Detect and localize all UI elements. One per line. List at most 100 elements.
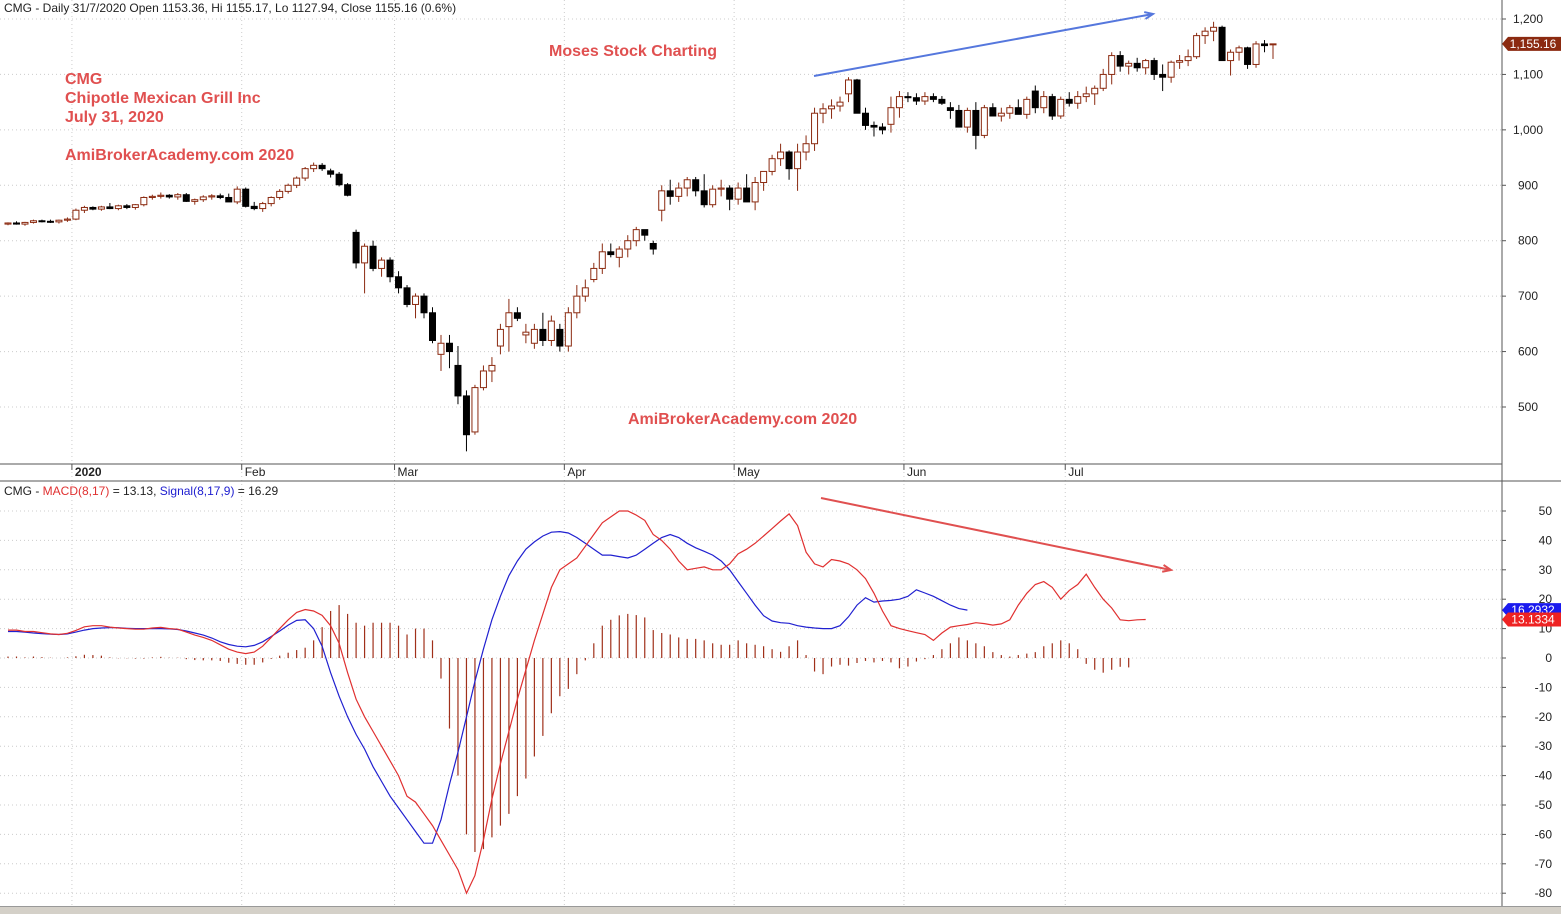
candle-body: [666, 190, 674, 197]
signal-line: [8, 530, 968, 844]
candle-body: [581, 287, 589, 297]
candle-body: [1048, 96, 1056, 117]
candle-body: [250, 205, 258, 210]
macd-value-badge-label: 13.1334: [1511, 612, 1555, 626]
price-tick-label: 600: [1518, 345, 1538, 359]
candle-body: [1031, 90, 1039, 109]
candle-body: [997, 112, 1005, 117]
candle-body: [276, 190, 284, 198]
candle-body: [1201, 30, 1209, 37]
candle-body: [80, 206, 88, 211]
candle-body: [938, 98, 946, 104]
candle-body: [658, 190, 666, 211]
macd-tick-label: 0: [1545, 651, 1552, 665]
candle-body: [216, 195, 224, 198]
candle-body: [55, 219, 63, 223]
candle-body: [853, 79, 861, 114]
candle-body: [29, 220, 37, 223]
candle-body: [1210, 26, 1218, 32]
candle-body: [556, 328, 564, 347]
candle-body: [259, 203, 267, 210]
candle-body: [1142, 60, 1150, 69]
candle-body: [921, 96, 929, 102]
candle-body: [344, 184, 352, 196]
candle-body: [471, 387, 479, 433]
candle-body: [700, 190, 708, 206]
candle-body: [675, 187, 683, 197]
candle-body: [21, 221, 29, 225]
candle-body: [378, 259, 386, 269]
last-price-badge: [1502, 36, 1561, 51]
candle-body: [284, 184, 292, 192]
company-name: Chipotle Mexican Grill Inc: [65, 90, 261, 107]
candle-body: [870, 124, 878, 128]
candle-body: [1244, 47, 1252, 65]
candle-body: [564, 312, 572, 347]
candle-body: [1133, 62, 1141, 69]
candle-body: [878, 126, 886, 131]
price-tick-label: 1,100: [1513, 67, 1543, 81]
macd-header: CMG - MACD(8,17) = 13.13, Signal(8,17,9)…: [4, 484, 278, 498]
x-tick-label: Jul: [1068, 465, 1083, 479]
candle-body: [895, 96, 903, 109]
candle-body: [929, 96, 937, 100]
candle-body: [1116, 55, 1124, 67]
price-tick-label: 800: [1518, 234, 1538, 248]
candle-body: [980, 107, 988, 136]
candle-body: [1193, 35, 1201, 58]
candle-body: [1159, 73, 1167, 78]
macd-tick-label: -50: [1535, 798, 1553, 812]
macd-tick-label: 30: [1539, 563, 1553, 577]
candle-body: [148, 195, 156, 198]
candle-body: [1218, 26, 1226, 62]
candle-body: [632, 229, 640, 242]
signal-legend-label: Signal(8,17,9): [159, 484, 235, 498]
candle-body: [522, 331, 530, 336]
candle-body: [318, 164, 326, 170]
candle-body: [1074, 96, 1082, 104]
candle-body: [989, 107, 997, 117]
candle-body: [89, 206, 97, 210]
candle-body: [1235, 47, 1243, 53]
watermark-top: AmiBrokerAcademy.com 2020: [65, 147, 295, 164]
candle-body: [12, 222, 20, 225]
candlesticks: [4, 21, 1277, 452]
candle-body: [1099, 73, 1107, 89]
candle-body: [1014, 107, 1022, 115]
candle-body: [174, 194, 182, 198]
candle-body: [624, 240, 632, 250]
candle-body: [157, 194, 165, 197]
candle-body: [106, 206, 114, 210]
candle-body: [819, 108, 827, 114]
candle-body: [743, 187, 751, 203]
candle-body: [267, 196, 275, 205]
price-tick-label: 900: [1518, 178, 1538, 192]
macd-trend-arrow-head: [1161, 564, 1174, 573]
macd-tick-label: 50: [1539, 504, 1553, 518]
candle-body: [963, 109, 971, 128]
candle-body: [641, 229, 649, 236]
candle-body: [301, 168, 309, 179]
candle-body: [310, 164, 318, 170]
candle-body: [946, 107, 954, 111]
candle-body: [225, 196, 233, 203]
candle-body: [46, 220, 54, 223]
candle-body: [1091, 87, 1099, 95]
candle-body: [1269, 43, 1277, 46]
candle-body: [530, 328, 538, 344]
sheet-tabs-bar[interactable]: [0, 906, 1561, 914]
x-tick-label: Jun: [907, 465, 926, 479]
candle-body: [445, 342, 453, 353]
macd-legend-value: = 13.13,: [109, 484, 160, 498]
candle-body: [1227, 51, 1235, 62]
candle-body: [412, 295, 420, 305]
candle-body: [208, 195, 216, 198]
macd-tick-label: -40: [1535, 769, 1553, 783]
candle-body: [479, 370, 487, 389]
macd-tick-label: -70: [1535, 857, 1553, 871]
grid-lines: [0, 0, 1502, 906]
signal-legend-value: = 16.29: [234, 484, 279, 498]
candle-body: [1167, 61, 1175, 78]
